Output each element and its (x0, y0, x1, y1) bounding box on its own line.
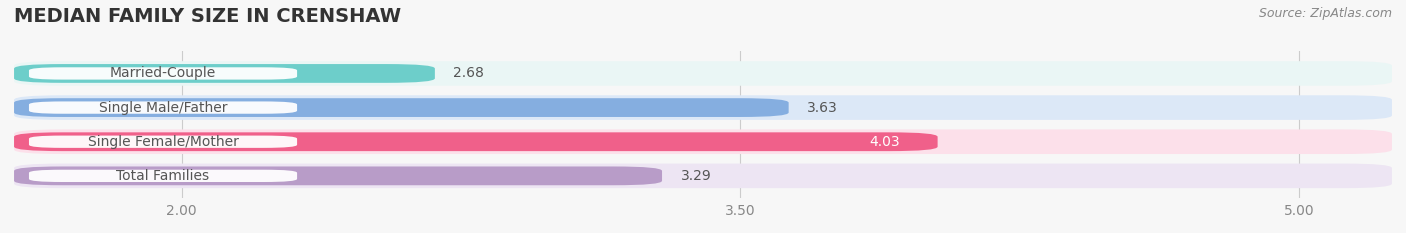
Text: Single Male/Father: Single Male/Father (98, 101, 228, 115)
Text: MEDIAN FAMILY SIZE IN CRENSHAW: MEDIAN FAMILY SIZE IN CRENSHAW (14, 7, 401, 26)
Text: 3.63: 3.63 (807, 101, 838, 115)
FancyBboxPatch shape (14, 95, 1392, 120)
FancyBboxPatch shape (14, 130, 1392, 154)
FancyBboxPatch shape (30, 101, 297, 114)
FancyBboxPatch shape (14, 98, 789, 117)
FancyBboxPatch shape (14, 132, 938, 151)
Text: Total Families: Total Families (117, 169, 209, 183)
FancyBboxPatch shape (30, 67, 297, 80)
FancyBboxPatch shape (14, 164, 1392, 188)
FancyBboxPatch shape (14, 61, 1392, 86)
FancyBboxPatch shape (30, 136, 297, 148)
Text: 4.03: 4.03 (870, 135, 900, 149)
Text: Married-Couple: Married-Couple (110, 66, 217, 80)
FancyBboxPatch shape (30, 170, 297, 182)
Text: Source: ZipAtlas.com: Source: ZipAtlas.com (1258, 7, 1392, 20)
FancyBboxPatch shape (14, 166, 662, 185)
Text: Single Female/Mother: Single Female/Mother (87, 135, 239, 149)
Text: 3.29: 3.29 (681, 169, 711, 183)
Text: 2.68: 2.68 (454, 66, 484, 80)
FancyBboxPatch shape (14, 64, 434, 83)
